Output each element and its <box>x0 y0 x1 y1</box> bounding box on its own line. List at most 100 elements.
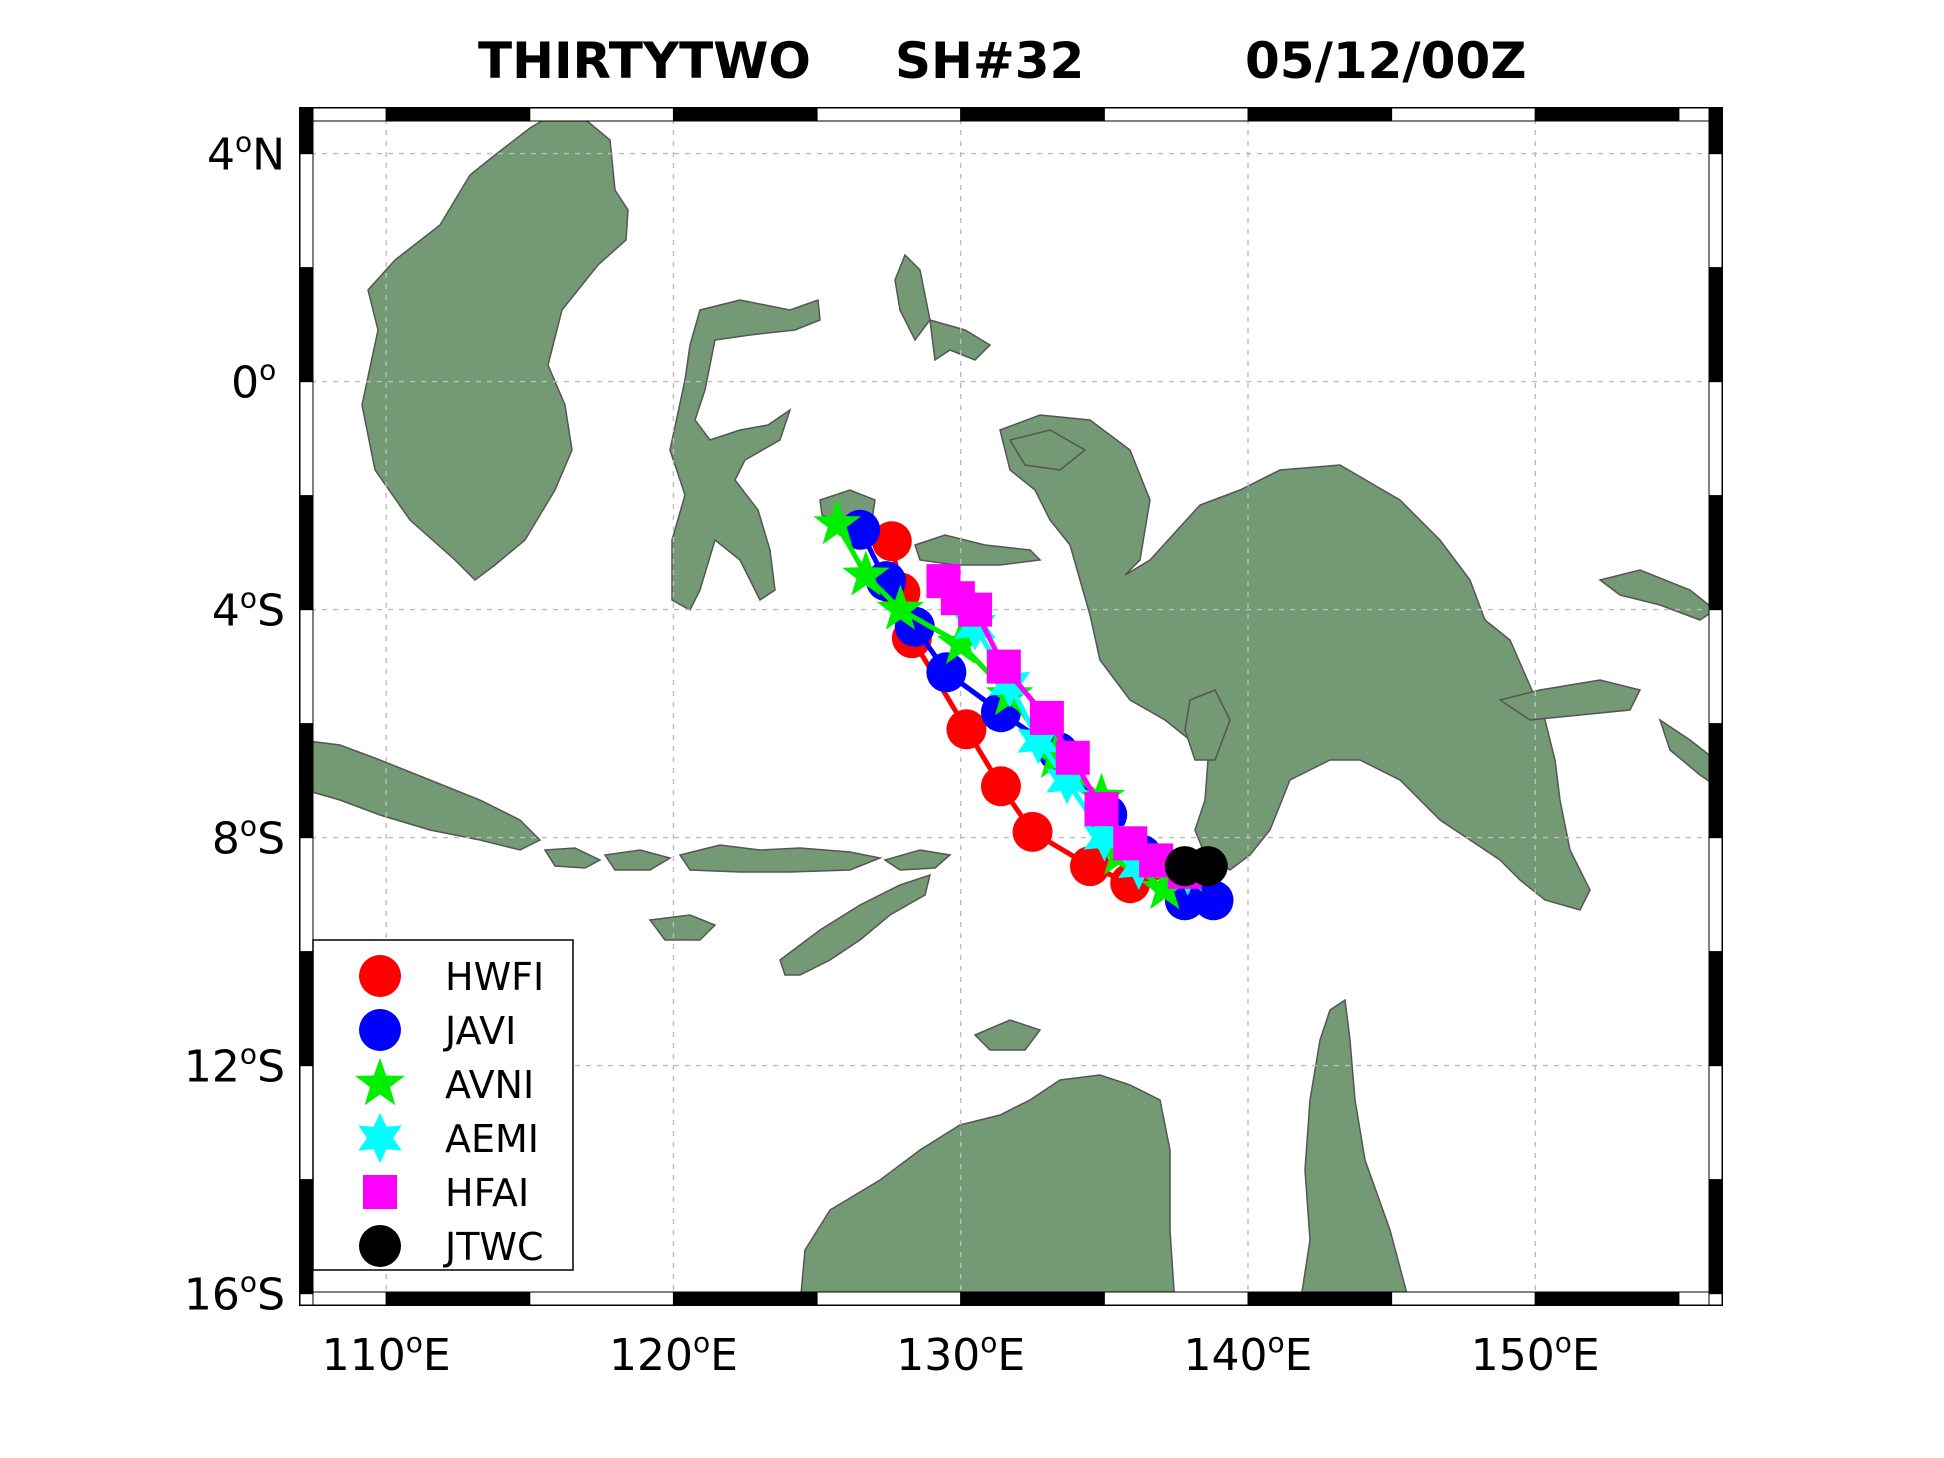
frame-segment <box>816 107 962 122</box>
track-point <box>1164 846 1205 887</box>
storm-id: SH#32 <box>895 32 1084 90</box>
frame-segment <box>1103 107 1249 122</box>
legend-marker <box>359 1225 401 1267</box>
track-point <box>1140 863 1189 910</box>
legend: HWFI JAVI AVNI AEMI HFAI JTWC <box>312 939 574 1271</box>
legend-marker <box>359 1009 401 1051</box>
legend-label: AVNI <box>445 1063 534 1107</box>
y-tick-label: 0o <box>231 354 285 409</box>
frame-segment <box>529 1291 674 1306</box>
x-tick-label: 150oE <box>1471 1326 1600 1381</box>
track-point <box>1118 842 1160 891</box>
frame-segment <box>1391 107 1536 122</box>
y-tick-label: 8oS <box>212 810 285 865</box>
legend-label: HFAI <box>445 1171 529 1215</box>
frame-segment <box>960 1291 1105 1306</box>
frame-segment <box>1708 1293 1723 1306</box>
track-point <box>946 709 987 750</box>
frame-segment <box>1708 609 1723 725</box>
y-tick-label: 4oS <box>212 582 285 637</box>
x-tick-label: 140oE <box>1184 1326 1313 1381</box>
track-point <box>980 766 1021 807</box>
frame-segment <box>672 107 818 122</box>
legend-label: AEMI <box>445 1117 539 1161</box>
frame-segment <box>1708 267 1723 383</box>
land-new-guinea <box>999 414 1591 911</box>
land-borneo <box>361 112 629 581</box>
legend-marker <box>355 1057 405 1106</box>
frame-segment <box>1708 951 1723 1067</box>
land-sulawesi <box>669 298 821 612</box>
frame-segment <box>299 951 314 1067</box>
frame-segment <box>672 1291 818 1306</box>
frame-segment <box>299 153 314 269</box>
land-new-britain <box>1498 679 1642 721</box>
frame-segment <box>1708 107 1723 155</box>
land-australia-west <box>799 1074 1176 1305</box>
land-halmahera <box>894 253 992 362</box>
track-point <box>1193 880 1234 921</box>
frame-segment <box>385 107 531 122</box>
forecast-datetime: 05/12/00Z <box>1245 32 1527 90</box>
frame-segment <box>385 1291 531 1306</box>
graticule <box>300 108 1722 1305</box>
x-axis-labels: 110oE 120oE 130oE 140oE 150oE <box>322 1326 1600 1381</box>
frame-segment <box>1708 1065 1723 1181</box>
frame-segment <box>1534 1291 1680 1306</box>
track-point <box>988 659 1031 708</box>
track-point <box>1083 813 1126 862</box>
land-cape-york <box>1299 998 1411 1305</box>
frame-segment <box>960 107 1105 122</box>
land-java <box>300 739 542 851</box>
track-point <box>1017 716 1060 765</box>
frame-segment <box>299 495 314 611</box>
track-point <box>1046 756 1088 805</box>
legend-entry-hwfi: HWFI <box>359 955 544 999</box>
track-point <box>937 618 985 664</box>
track-point <box>1012 811 1053 852</box>
track-point <box>842 550 890 596</box>
x-tick-label: 130oE <box>896 1326 1025 1381</box>
forecast-tracks <box>813 499 1234 921</box>
frame-segment <box>299 1179 314 1295</box>
land-sumba <box>648 914 717 941</box>
frame-segment <box>299 723 314 839</box>
track-point <box>1055 740 1090 775</box>
frame-segment <box>529 107 674 122</box>
legend-entry-hfai: HFAI <box>363 1171 529 1215</box>
y-tick-label: 4oN <box>207 126 285 181</box>
frame-segment <box>1708 723 1723 839</box>
frame-segment <box>1708 837 1723 953</box>
frame-segment <box>1708 381 1723 497</box>
frame-segment <box>299 837 314 953</box>
legend-entry-aemi: AEMI <box>358 1112 539 1164</box>
track-point <box>1031 732 1080 778</box>
land-timor <box>779 873 932 976</box>
frame-segment <box>1247 1291 1393 1306</box>
legend-entry-jtwc: JTWC <box>359 1225 544 1269</box>
frame-segment <box>1391 1291 1536 1306</box>
frame-segment <box>1247 107 1393 122</box>
legend-label: HWFI <box>445 955 544 999</box>
track-point <box>926 652 967 693</box>
land-birds-head <box>1008 429 1087 471</box>
track-point <box>986 649 1021 684</box>
land-bali-lombok <box>543 847 672 871</box>
frame-segment <box>1534 107 1680 122</box>
frame-segment <box>299 1065 314 1181</box>
track-point <box>1113 826 1148 861</box>
map-frame <box>299 107 1723 1306</box>
land-wetar <box>883 849 952 871</box>
frame-segment <box>1708 495 1723 611</box>
frame-segment <box>1708 1179 1723 1295</box>
track-point <box>876 584 925 630</box>
legend-marker <box>358 1112 402 1164</box>
legend-label: JTWC <box>443 1225 544 1269</box>
y-axis-labels: 4oN 0o 4oS 8oS 12oS 16oS <box>184 126 285 1321</box>
y-tick-label: 16oS <box>184 1266 285 1321</box>
y-tick-label: 12oS <box>184 1038 285 1093</box>
land-melville <box>973 1019 1042 1051</box>
legend-label: JAVI <box>443 1009 516 1053</box>
frame-segment <box>299 381 314 497</box>
